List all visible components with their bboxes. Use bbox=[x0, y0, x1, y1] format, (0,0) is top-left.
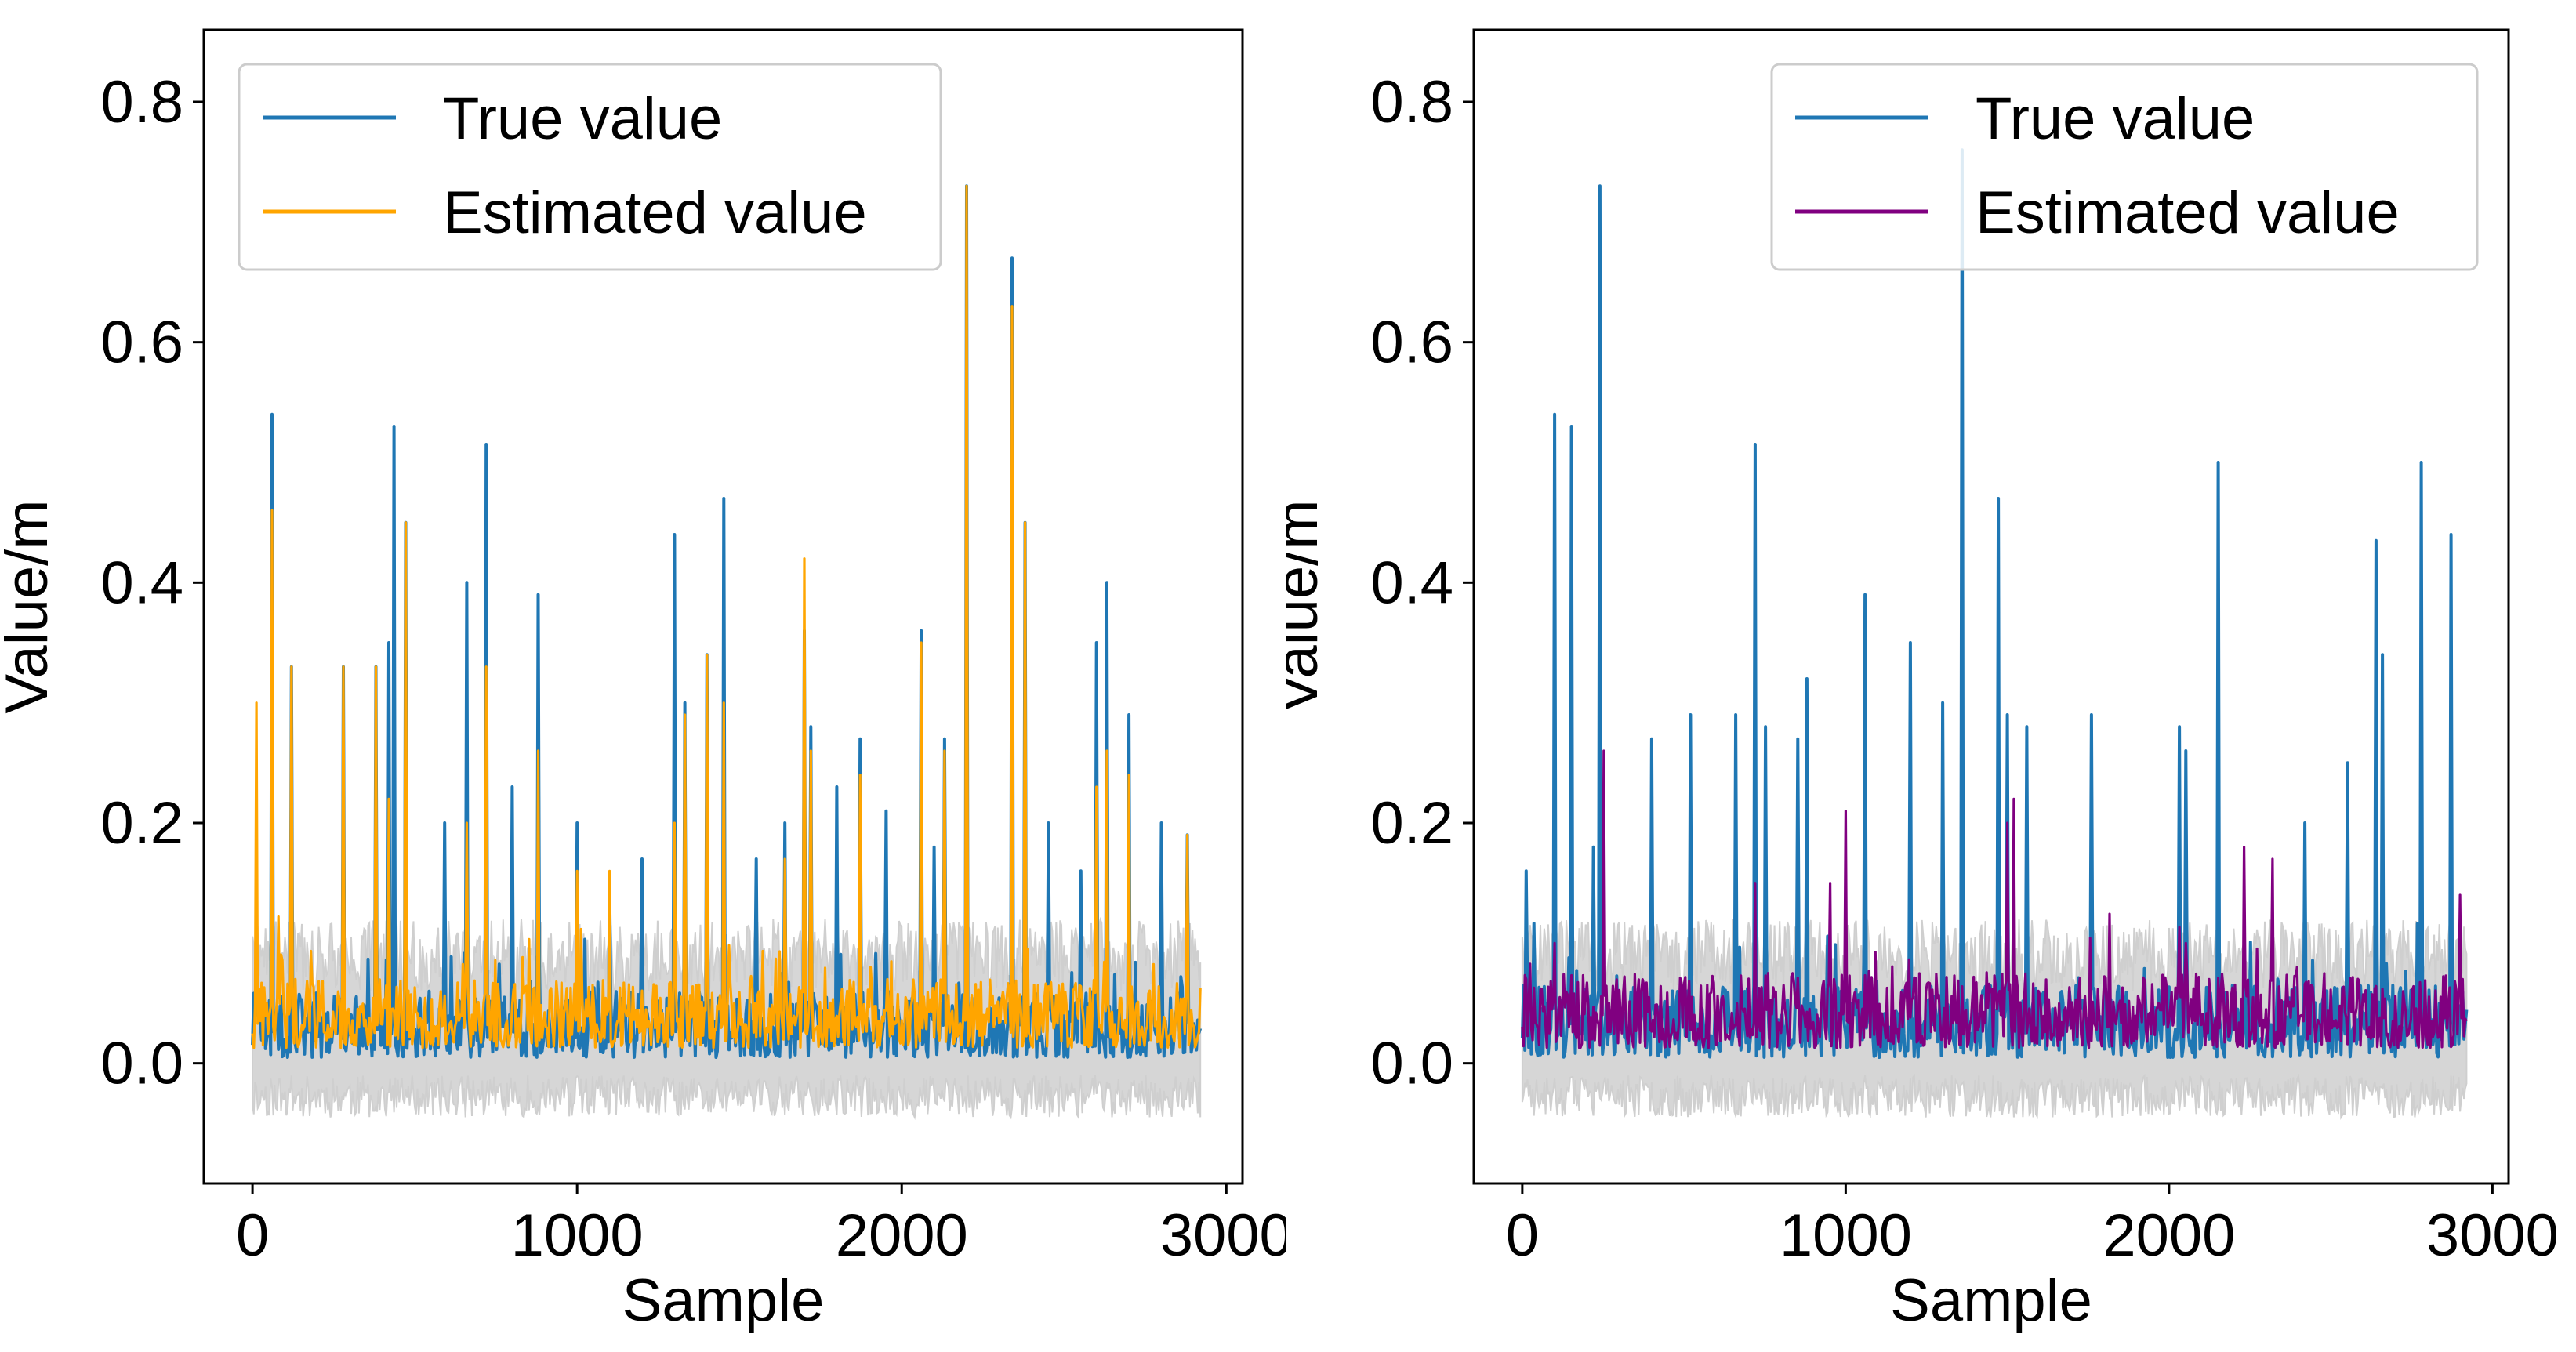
series-line-true-value bbox=[1520, 148, 2469, 1059]
series-line-estimated-value bbox=[251, 184, 1202, 1049]
right-chart: 0 1000 2000 3000 0.0 0.2 0.4 0.6 0.8 Sample Value/… bbox=[1286, 28, 2559, 1334]
plot-area bbox=[1520, 148, 2469, 1120]
x-axis-label: Sample bbox=[1890, 1267, 2092, 1334]
y-tick-label: 0.0 bbox=[1370, 1031, 1453, 1097]
right-panel: 0 1000 2000 3000 0.0 0.2 0.4 0.6 0.8 Sample Value/… bbox=[1286, 0, 2576, 1352]
left-panel: 0 1000 2000 3000 0.0 0.2 0.4 0.6 0.8 Sample Value/… bbox=[0, 0, 1286, 1352]
y-axis-label: Value/m bbox=[0, 499, 60, 713]
legend-label-estimated-value: Estimated value bbox=[1976, 179, 2400, 246]
x-tick-label: 0 bbox=[236, 1202, 269, 1269]
legend-label-true-value: True value bbox=[443, 85, 722, 152]
x-tick-label: 3000 bbox=[2426, 1202, 2559, 1269]
y-tick-label: 0.4 bbox=[100, 549, 183, 616]
y-tick-label: 0.8 bbox=[1370, 69, 1453, 136]
x-tick-label: 1000 bbox=[511, 1202, 644, 1269]
y-tick-label: 0.2 bbox=[100, 790, 183, 857]
x-tick-label: 2000 bbox=[836, 1202, 968, 1269]
x-tick-label: 3000 bbox=[1160, 1202, 1286, 1269]
left-chart: 0 1000 2000 3000 0.0 0.2 0.4 0.6 0.8 Sample Value/… bbox=[0, 28, 1286, 1334]
y-tick-label: 0.4 bbox=[1370, 549, 1453, 616]
x-tick-label: 1000 bbox=[1780, 1202, 1912, 1269]
y-tick-label: 0.2 bbox=[1370, 790, 1453, 857]
series-line-estimated-value bbox=[1521, 749, 2468, 1049]
y-tick-label: 0.6 bbox=[1370, 310, 1453, 376]
x-tick-label: 0 bbox=[1506, 1202, 1539, 1269]
legend-label-estimated-value: Estimated value bbox=[443, 179, 867, 246]
y-tick-label: 0.8 bbox=[100, 69, 183, 136]
y-tick-label: 0.0 bbox=[100, 1031, 183, 1097]
x-tick-label: 2000 bbox=[2103, 1202, 2235, 1269]
series-line-true-value bbox=[251, 184, 1203, 1059]
axes-frame bbox=[202, 28, 1244, 1185]
legend: True value Estimated value bbox=[238, 63, 942, 271]
y-axis-label: Value/m bbox=[1286, 499, 1330, 713]
legend-label-true-value: True value bbox=[1976, 85, 2255, 152]
legend-box bbox=[238, 63, 942, 271]
legend: True value Estimated value bbox=[1770, 63, 2479, 271]
legend-box bbox=[1770, 63, 2479, 271]
plot-area bbox=[251, 184, 1203, 1121]
x-axis-label: Sample bbox=[622, 1267, 825, 1334]
axes-frame bbox=[1472, 28, 2510, 1185]
y-tick-label: 0.6 bbox=[100, 310, 183, 376]
